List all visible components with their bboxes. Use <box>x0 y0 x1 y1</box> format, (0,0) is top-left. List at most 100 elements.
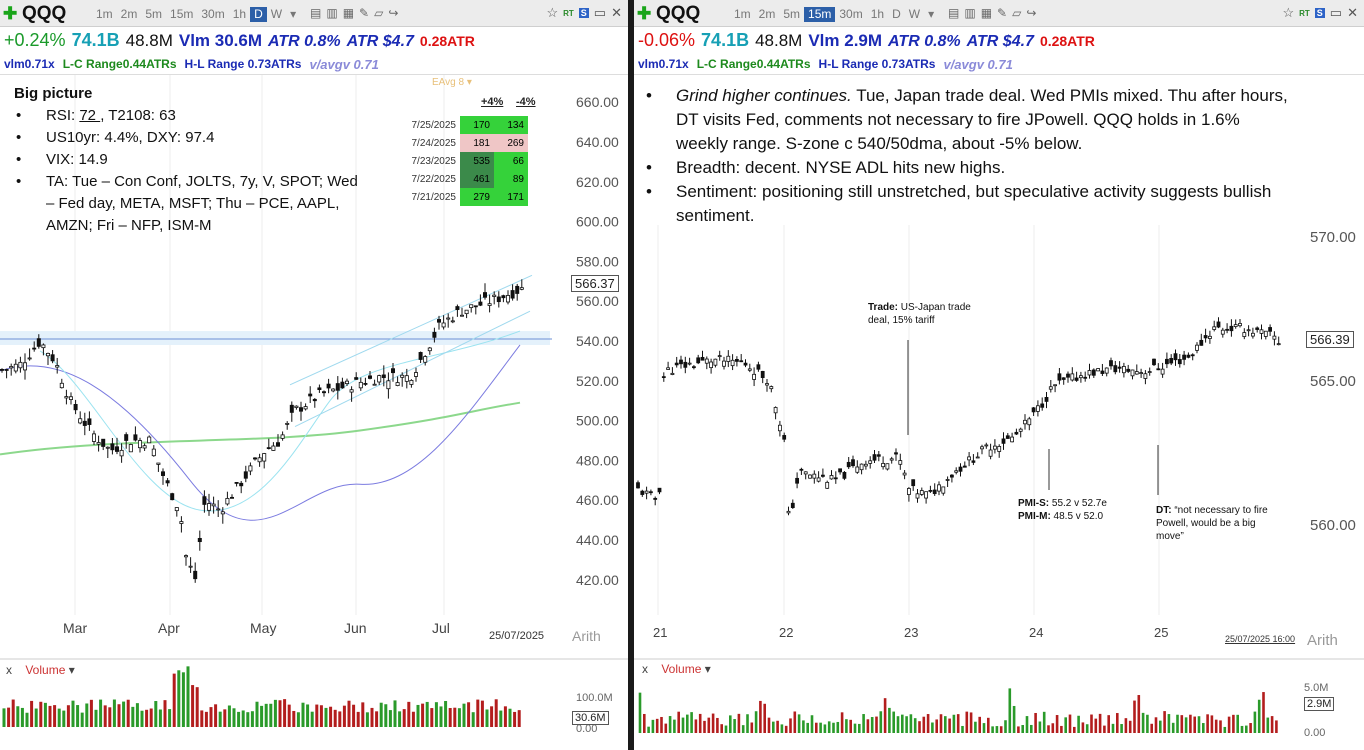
volume-bar <box>375 711 379 727</box>
close-icon[interactable]: ✕ <box>1347 5 1358 20</box>
chevron-down-icon[interactable]: ▾ <box>704 662 711 676</box>
daily-price-chart[interactable]: 660.00640.00620.00600.00580.00560.00540.… <box>0 74 628 750</box>
bars-icon[interactable]: ▥ <box>964 6 976 20</box>
volume-bar <box>260 705 264 727</box>
grid-icon[interactable]: ▦ <box>342 6 355 20</box>
tf-2m[interactable]: 2m <box>758 7 776 21</box>
grid-icon[interactable]: ▦ <box>980 6 993 20</box>
volume-bar <box>370 707 374 727</box>
candle-body <box>1208 335 1212 339</box>
tf-1h[interactable]: 1h <box>870 7 885 21</box>
volume-bar <box>476 699 480 727</box>
tf-15m[interactable]: 15m <box>804 7 836 22</box>
candle-body <box>696 357 701 364</box>
ma200-line <box>0 401 521 456</box>
candle-body <box>400 374 405 378</box>
chart-type-icon[interactable]: ▤ <box>310 6 322 20</box>
s-icon[interactable]: S <box>578 8 589 18</box>
volume-bar <box>784 725 788 733</box>
ma50-line <box>0 344 521 521</box>
candle-body <box>202 496 207 505</box>
tf-2m[interactable]: 2m <box>120 7 138 21</box>
panel-divider[interactable] <box>628 0 634 750</box>
volume-bar <box>1150 723 1153 733</box>
tf-1m[interactable]: 1m <box>96 7 113 21</box>
volume-bar <box>870 717 874 733</box>
tf-5m[interactable]: 5m <box>145 7 163 21</box>
close-pane-icon[interactable]: x <box>6 663 12 677</box>
volume-bar <box>1159 720 1162 733</box>
tf-1m[interactable]: 1m <box>734 7 751 21</box>
add-icon[interactable]: ✚ <box>637 4 652 23</box>
candle-body <box>303 406 308 410</box>
note-icon[interactable]: ▱ <box>374 6 384 20</box>
tf-5m[interactable]: 5m <box>783 7 801 21</box>
tf-30m[interactable]: 30m <box>201 7 225 21</box>
scale-mode[interactable]: Arith <box>572 628 601 644</box>
close-pane-icon[interactable]: x <box>642 662 648 676</box>
trade-annotation: Trade: US-Japan trade deal, 15% tariff <box>868 302 971 326</box>
vlm-ratio: vlm0.71x <box>638 57 689 71</box>
rt-icon[interactable]: RT <box>1299 8 1310 18</box>
candle-body <box>773 407 778 414</box>
volume-bar <box>987 717 990 733</box>
minimize-icon[interactable]: ▭ <box>1329 5 1343 20</box>
chart-type-icon[interactable]: ▤ <box>948 6 960 20</box>
rt-icon[interactable]: RT <box>563 8 574 18</box>
support-zone <box>0 331 550 345</box>
candle-body <box>1225 328 1229 331</box>
candle-body <box>1203 335 1208 339</box>
pencil-icon[interactable]: ✎ <box>359 6 370 20</box>
candle-body <box>115 446 120 452</box>
volume-bar <box>686 714 689 733</box>
candle-body <box>851 459 855 467</box>
tf-w[interactable]: W <box>908 7 921 21</box>
volume-bar <box>1081 722 1085 733</box>
minimize-icon[interactable]: ▭ <box>593 5 607 20</box>
pencil-icon[interactable]: ✎ <box>997 6 1008 20</box>
tf-w[interactable]: W <box>270 7 283 21</box>
s-icon[interactable]: S <box>1314 8 1325 18</box>
candle-body <box>92 433 97 442</box>
candle-body <box>760 370 765 379</box>
candle-body <box>363 383 368 385</box>
tf-15m[interactable]: 15m <box>170 7 194 21</box>
breadth-date: 7/23/2025 <box>411 155 457 167</box>
share-icon[interactable]: ↪ <box>1026 6 1037 20</box>
bars-icon[interactable]: ▥ <box>326 6 338 20</box>
volume-bar <box>11 699 15 727</box>
tf-30m[interactable]: 30m <box>839 7 863 21</box>
volume-bar <box>862 714 865 733</box>
tf-d[interactable]: D <box>250 7 267 22</box>
candle-body <box>937 484 941 492</box>
tf-d[interactable]: D <box>892 7 901 21</box>
candle-body <box>1139 372 1144 375</box>
tf-1h[interactable]: 1h <box>232 7 247 21</box>
volume-bar <box>425 701 429 727</box>
daily-chart-window: ✚ QQQ 1m 2m 5m 15m 30m 1h D W ▾ ▤ ▥ ▦ ✎ … <box>0 0 628 750</box>
chevron-down-icon[interactable]: ▾ <box>928 7 935 21</box>
eavg-label[interactable]: EAvg 8 ▾ <box>432 77 472 88</box>
volume-bar <box>1090 714 1093 733</box>
candle-body <box>124 434 129 441</box>
note-icon[interactable]: ▱ <box>1012 6 1022 20</box>
star-icon[interactable]: ☆ <box>1282 5 1295 20</box>
chevron-down-icon[interactable]: ▾ <box>68 663 75 677</box>
volume-bar <box>241 710 245 727</box>
add-icon[interactable]: ✚ <box>3 4 18 23</box>
chevron-down-icon[interactable]: ▾ <box>290 7 297 21</box>
candle-body <box>1147 371 1152 373</box>
scale-mode[interactable]: Arith <box>1307 632 1338 649</box>
volume-bar <box>673 719 676 733</box>
x-tick: May <box>250 620 276 636</box>
star-icon[interactable]: ☆ <box>546 5 559 20</box>
volume-bar <box>1210 715 1214 733</box>
lc-range: L-C Range0.44ATRs <box>696 57 811 71</box>
volume-bar <box>810 715 814 733</box>
symbol-label[interactable]: QQQ <box>22 3 67 24</box>
close-icon[interactable]: ✕ <box>611 5 622 20</box>
candle-body <box>739 360 744 363</box>
symbol-label[interactable]: QQQ <box>656 3 701 24</box>
intraday-price-chart[interactable]: 570.00 565.00 560.00 21 22 23 24 25 5.0M 0.00 <box>634 74 1364 750</box>
share-icon[interactable]: ↪ <box>388 6 399 20</box>
